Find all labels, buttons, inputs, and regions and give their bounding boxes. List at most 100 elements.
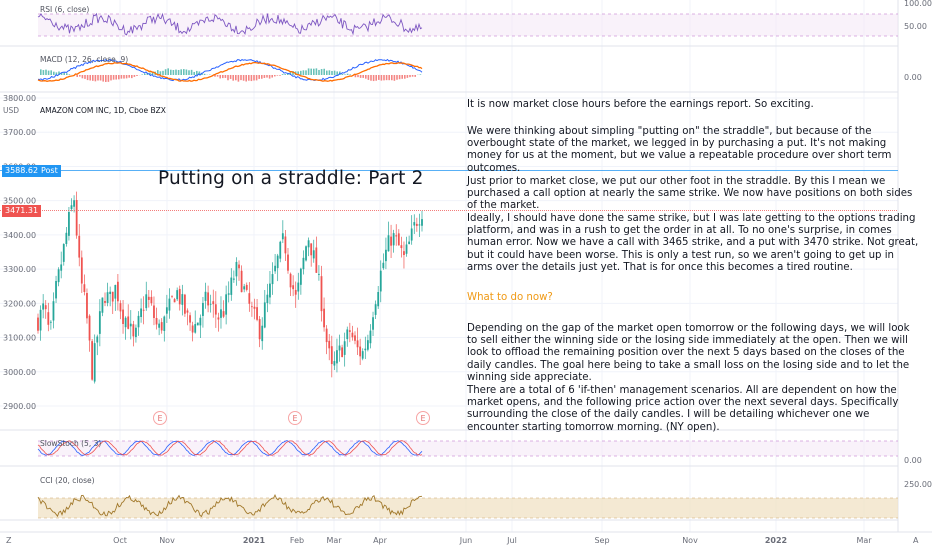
macd-histogram-bar xyxy=(40,69,42,75)
candle-body xyxy=(269,283,271,298)
time-tick-label: Mar xyxy=(326,536,342,545)
candle-body xyxy=(122,309,124,324)
time-tick-label: Jun xyxy=(459,536,473,545)
candle-body xyxy=(372,317,374,330)
candle-body xyxy=(62,244,65,262)
macd-histogram-bar xyxy=(271,75,273,78)
price-tick-label: 2900.00 xyxy=(3,402,36,411)
macd-histogram-bar xyxy=(276,75,279,76)
macd-histogram-bar xyxy=(63,72,65,75)
macd-histogram-bar xyxy=(237,75,240,82)
candle-body xyxy=(207,292,209,306)
note-paragraph-5: Depending on the gap of the market open … xyxy=(467,323,910,383)
time-tick-label: 2022 xyxy=(765,536,787,545)
macd-histogram-bar xyxy=(372,75,375,82)
candle-body xyxy=(315,247,318,273)
macd-histogram-bar xyxy=(250,75,253,82)
macd-histogram-bar xyxy=(349,74,351,75)
cci-label: CCI (20, close) xyxy=(40,476,95,485)
chart-title: Putting on a straddle: Part 2 xyxy=(158,168,424,189)
candle-body xyxy=(297,282,300,292)
macd-histogram-bar xyxy=(411,75,414,77)
macd-histogram-bar xyxy=(419,74,422,75)
candle-body xyxy=(263,302,266,328)
stoch-label: SlowStoch (5, 3) xyxy=(40,439,101,448)
macd-histogram-bar xyxy=(300,70,302,75)
macd-histogram-bar xyxy=(131,75,133,79)
macd-histogram-bar xyxy=(128,75,130,78)
time-tick-label: Apr xyxy=(373,536,388,545)
candle-body xyxy=(410,228,413,241)
macd-histogram-bar xyxy=(183,69,185,75)
candle-body xyxy=(194,324,197,333)
macd-histogram-bar xyxy=(227,75,229,81)
macd-histogram-bar xyxy=(385,75,388,81)
candle-body xyxy=(39,309,42,331)
candle-body xyxy=(405,244,408,254)
time-tick-label: Nov xyxy=(159,536,175,545)
candle-body xyxy=(299,268,302,285)
macd-histogram-bar xyxy=(279,75,281,76)
candle-body xyxy=(387,235,390,252)
symbol-line: AMAZON COM INC, 1D, Cboe BZX xyxy=(40,106,166,115)
candle-body xyxy=(111,291,114,302)
macd-histogram-bar xyxy=(125,75,128,79)
candle-body xyxy=(227,293,230,295)
macd-histogram-bar xyxy=(45,69,47,75)
candle-body xyxy=(202,302,204,316)
candle-body xyxy=(225,294,228,315)
macd-histogram-bar xyxy=(326,70,328,75)
cci-band xyxy=(38,498,898,518)
macd-histogram-bar xyxy=(302,70,305,75)
macd-histogram-bar xyxy=(284,74,286,75)
macd-histogram-bar xyxy=(110,75,112,81)
macd-histogram-bar xyxy=(58,71,60,75)
cci-line xyxy=(37,494,423,518)
macd-histogram-bar xyxy=(401,75,403,79)
candle-body xyxy=(292,285,295,290)
macd-histogram-bar xyxy=(123,75,125,79)
candle-body xyxy=(44,305,47,310)
candle-body xyxy=(338,345,341,351)
rsi-label: RSI (6, close) xyxy=(40,5,89,14)
candle-body xyxy=(356,340,359,348)
candle-body xyxy=(276,255,279,269)
candle-body xyxy=(346,329,349,340)
candle-body xyxy=(307,240,310,248)
macd-histogram-bar xyxy=(362,75,364,78)
macd-histogram-bar xyxy=(172,70,175,75)
candle-body xyxy=(160,322,163,331)
macd-histogram-bar xyxy=(84,75,86,79)
candle-body xyxy=(209,303,212,305)
macd-histogram-bar xyxy=(318,69,320,75)
macd-histogram-bar xyxy=(287,73,289,75)
candle-body xyxy=(140,308,142,318)
candle-body xyxy=(364,348,367,351)
candle-body xyxy=(341,347,344,358)
candle-body xyxy=(351,332,354,338)
macd-histogram-bar xyxy=(354,75,357,78)
candle-body xyxy=(400,245,403,249)
stoch-band xyxy=(38,441,898,456)
macd-histogram-bar xyxy=(118,75,120,80)
macd-histogram-bar xyxy=(149,72,151,75)
candle-body xyxy=(75,200,78,236)
candle-body xyxy=(158,323,161,328)
macd-histogram-bar xyxy=(201,72,203,75)
candle-body xyxy=(284,236,287,254)
earnings-marker-label: E xyxy=(157,414,162,423)
candle-body xyxy=(68,211,70,236)
macd-histogram-bar xyxy=(42,70,45,75)
rsi-axis-label: 100.00 xyxy=(904,0,932,8)
macd-histogram-bar xyxy=(105,75,107,82)
auto-scale-control: A xyxy=(913,536,919,545)
note-paragraph-1: It is now market close hours before the … xyxy=(467,99,814,110)
note-paragraph-3: Just prior to market close, we put our o… xyxy=(467,176,913,212)
candle-body xyxy=(243,286,246,290)
price-tick-label: 3500.00 xyxy=(3,197,36,206)
macd-histogram-bar xyxy=(404,75,406,79)
macd-histogram-bar xyxy=(281,74,284,75)
macd-histogram-bar xyxy=(76,75,78,77)
macd-histogram-bar xyxy=(263,75,266,78)
macd-histogram-bar xyxy=(255,75,258,81)
